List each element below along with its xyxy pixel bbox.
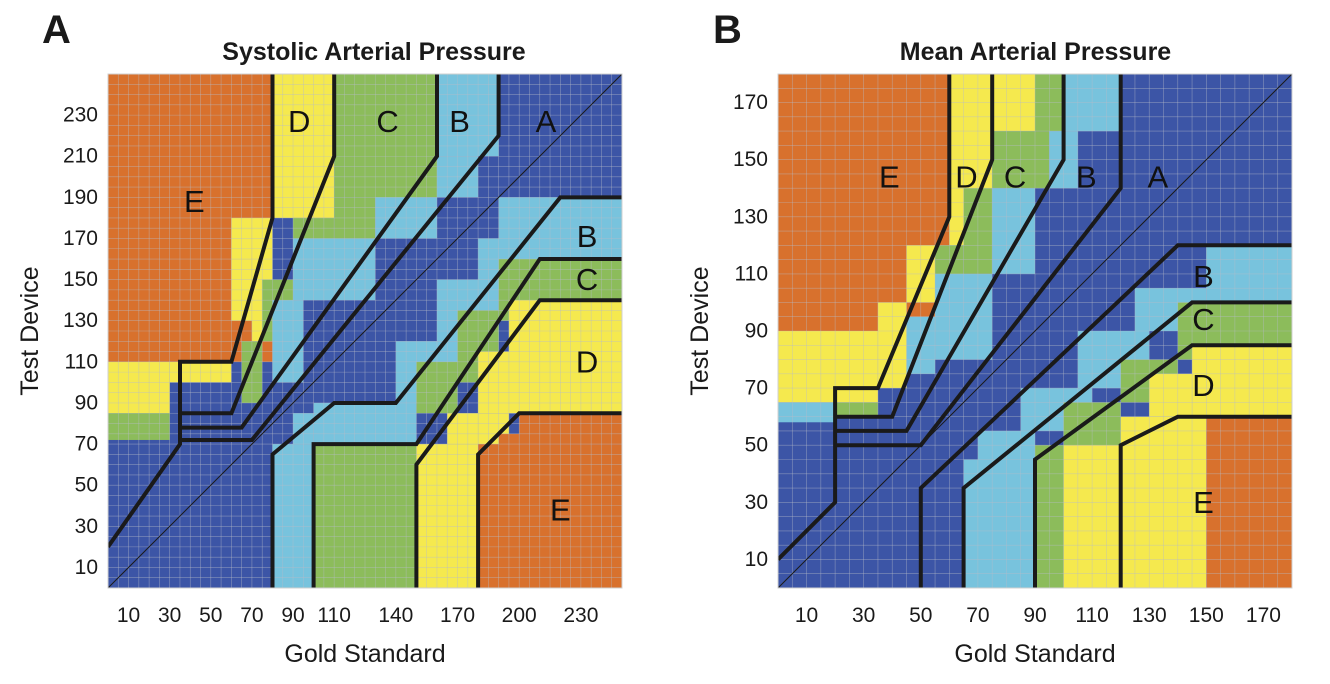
x-tick-label: 170: [1246, 604, 1281, 627]
zone-boundary: [778, 74, 952, 561]
zone-cell-d: [1192, 345, 1292, 417]
y-tick-label: 70: [745, 377, 768, 400]
chart-title-a: Systolic Arterial Pressure: [222, 38, 526, 66]
zone-cell-d: [1149, 373, 1193, 417]
panel-a: A Systolic Arterial Pressure E D C B A B C D E 10…: [16, 8, 623, 668]
x-tick-label: 50: [909, 604, 932, 627]
x-axis-label: Gold Standard: [284, 640, 445, 668]
x-tick-label: 150: [1189, 604, 1224, 627]
panel-label-b: B: [713, 8, 742, 52]
x-tick-label: 30: [852, 604, 875, 627]
x-tick-label: 200: [502, 604, 537, 627]
x-tick-label: 170: [440, 604, 475, 627]
y-tick-label: 30: [75, 515, 98, 538]
x-tick-label: 140: [378, 604, 413, 627]
zone-boundary: [180, 74, 501, 442]
y-tick-label: 90: [745, 320, 768, 343]
y-tick-label: 150: [63, 268, 98, 291]
x-tick-label: 90: [281, 604, 304, 627]
zone-label-a: A: [1147, 159, 1168, 194]
y-tick-label: 110: [735, 262, 768, 285]
y-tick-label: 150: [733, 148, 768, 171]
zone-boundary: [835, 74, 1066, 433]
y-tick-label: 30: [745, 491, 768, 514]
zone-boundary: [1033, 343, 1292, 588]
zone-boundary: [311, 257, 622, 588]
zone-boundary: [1118, 414, 1292, 588]
zone-boundary: [835, 74, 1123, 448]
y-axis-label: Test Device: [686, 266, 714, 395]
x-tick-label: 10: [795, 604, 818, 627]
zone-label-e: E: [550, 492, 571, 527]
zone-boundary: [961, 300, 1292, 588]
zone-label-b: B: [577, 219, 598, 254]
y-tick-label: 70: [75, 433, 98, 456]
zone-label-c: C: [1004, 159, 1026, 194]
zone-boundary: [918, 243, 1292, 588]
zone-label-e: E: [1193, 485, 1214, 520]
plot-frame: [777, 73, 1293, 589]
y-tick-label: 10: [75, 556, 98, 579]
zone-label-d: D: [576, 344, 598, 379]
zone-boundary: [414, 298, 622, 588]
x-tick-label: 50: [199, 604, 222, 627]
plot-frame: [107, 73, 623, 589]
y-tick-label: 130: [733, 205, 768, 228]
zone-label-d: D: [955, 159, 977, 194]
y-tick-label: 50: [745, 434, 768, 457]
zone-label-b: B: [449, 104, 470, 139]
zone-boundary: [476, 411, 622, 588]
x-tick-label: 10: [117, 604, 140, 627]
zone-boundary: [835, 74, 995, 419]
zone-label-a: A: [536, 104, 557, 139]
x-tick-label: 230: [563, 604, 598, 627]
zone-label-e: E: [184, 184, 205, 219]
zone-boundary: [180, 74, 439, 430]
y-tick-label: 230: [63, 104, 98, 127]
y-axis-label: Test Device: [16, 266, 44, 395]
y-tick-label: 190: [63, 186, 98, 209]
zone-label-d: D: [288, 104, 310, 139]
panel-b: B Mean Arterial Pressure E D C B A B C D E 10 30 50…: [665, 0, 1330, 684]
zone-cell-d: [778, 331, 878, 403]
y-tick-label: 10: [745, 548, 768, 571]
zone-label-b: B: [1193, 259, 1214, 294]
x-tick-label: 130: [1132, 604, 1167, 627]
zone-label-e: E: [879, 159, 900, 194]
zone-label-c: C: [376, 104, 398, 139]
zone-label-d: D: [1192, 368, 1214, 403]
y-tick-label: 210: [63, 145, 98, 168]
y-tick-label: 50: [75, 474, 98, 497]
y-tick-label: 90: [75, 391, 98, 414]
zone-cell-c: [835, 402, 878, 417]
zone-boundary: [108, 74, 275, 549]
x-tick-label: 110: [1075, 604, 1108, 627]
x-tick-label: 110: [317, 604, 350, 627]
y-tick-label: 170: [63, 227, 98, 250]
y-tick-label: 130: [63, 309, 98, 332]
zone-label-b: B: [1076, 159, 1097, 194]
x-tick-label: 70: [966, 604, 989, 627]
panel-label-a: A: [42, 8, 71, 52]
x-axis-label: Gold Standard: [954, 640, 1115, 668]
zone-boundary: [270, 195, 622, 588]
chart-title-b: Mean Arterial Pressure: [899, 38, 1172, 66]
y-tick-label: 170: [733, 91, 768, 114]
identity-line: [778, 74, 1292, 588]
zone-label-c: C: [576, 262, 598, 297]
x-tick-label: 30: [158, 604, 181, 627]
zone-label-c: C: [1192, 302, 1214, 337]
zone-boundary: [180, 74, 337, 416]
x-tick-label: 70: [240, 604, 263, 627]
y-tick-label: 110: [65, 350, 98, 373]
x-tick-label: 90: [1023, 604, 1046, 627]
identity-line: [108, 74, 622, 588]
